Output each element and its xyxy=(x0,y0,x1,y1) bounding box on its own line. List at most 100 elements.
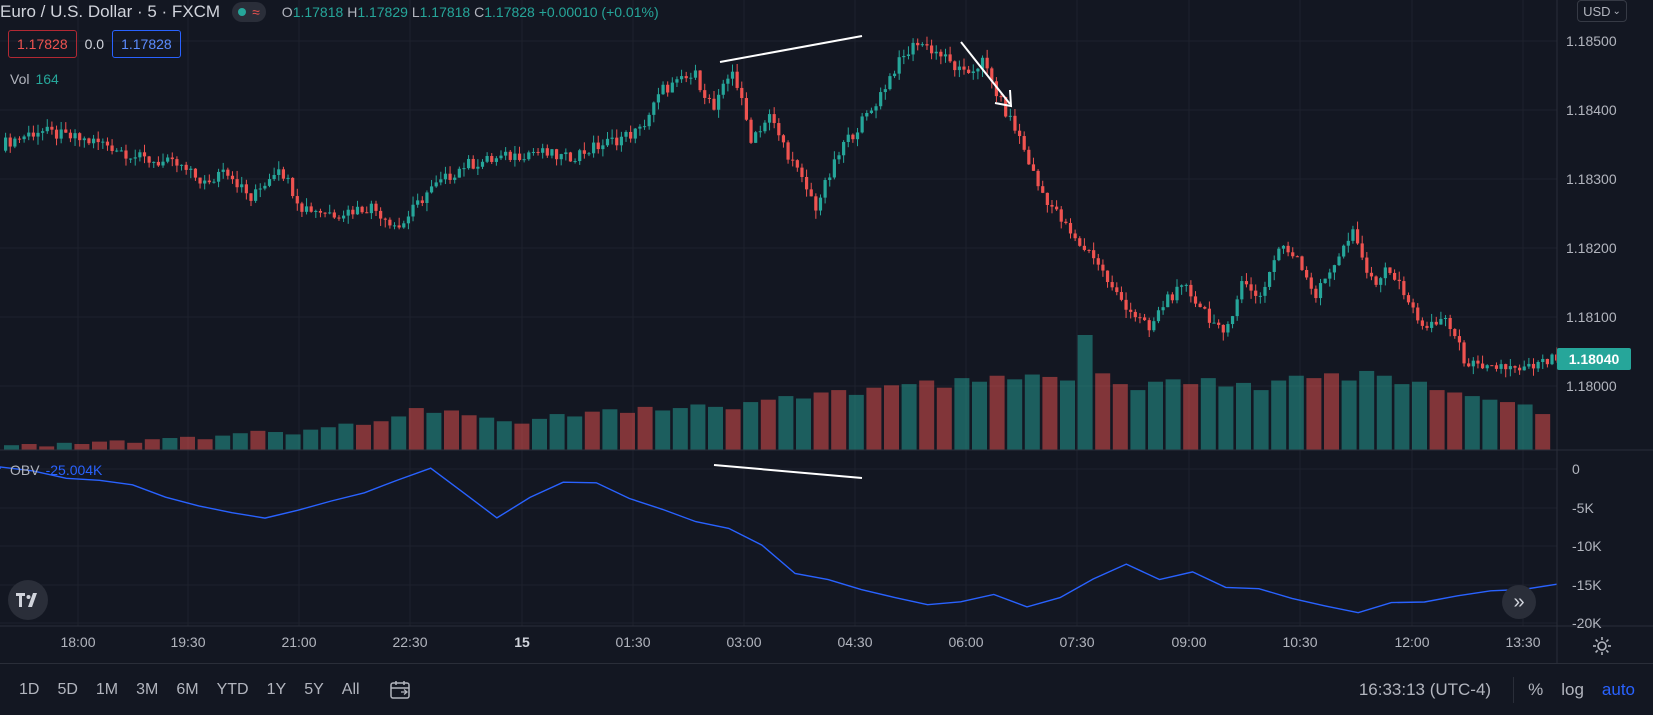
chevron-double-right-icon[interactable]: » xyxy=(1502,585,1536,619)
candle-body xyxy=(1198,303,1202,308)
candle-body xyxy=(235,179,239,188)
candle-body xyxy=(1457,336,1462,343)
downtrend-arrow[interactable] xyxy=(960,41,1011,105)
candle-body xyxy=(1328,272,1332,279)
log-scale-toggle[interactable]: log xyxy=(1561,680,1584,699)
range-button-3m[interactable]: 3M xyxy=(136,680,159,698)
candlestick xyxy=(254,184,258,203)
range-button-1y[interactable]: 1Y xyxy=(266,680,287,698)
candle-body xyxy=(1286,245,1290,253)
volume-bar xyxy=(250,430,266,450)
candlestick xyxy=(124,144,128,166)
candle-body xyxy=(221,169,225,172)
candle-body xyxy=(1369,272,1374,277)
range-button-6m[interactable]: 6M xyxy=(176,680,199,698)
volume-bar xyxy=(1447,392,1463,450)
candle-body xyxy=(554,149,559,160)
candlestick xyxy=(152,161,156,168)
candle-body xyxy=(985,57,989,69)
candlestick xyxy=(244,179,248,200)
candlestick xyxy=(115,148,119,153)
range-button-1d[interactable]: 1D xyxy=(19,680,40,698)
candle-body xyxy=(744,98,748,120)
candle-body xyxy=(842,142,846,156)
candlestick xyxy=(1184,283,1188,292)
candlestick xyxy=(1180,284,1184,295)
price-divergence-trendline[interactable] xyxy=(719,35,863,63)
candlestick xyxy=(1027,146,1031,165)
candle-body xyxy=(1267,271,1272,287)
candle-body xyxy=(1323,278,1327,284)
candlestick xyxy=(1291,247,1295,259)
candlestick xyxy=(601,139,605,157)
candlestick xyxy=(1272,255,1276,281)
low-label: L xyxy=(411,4,420,20)
candle-body xyxy=(846,134,850,143)
candle-body xyxy=(1036,170,1040,187)
candlestick xyxy=(1198,301,1202,308)
candle-body xyxy=(1258,295,1262,297)
candle-body xyxy=(1536,362,1540,369)
currency-dropdown[interactable]: USD ⌄ xyxy=(1577,0,1627,22)
candlestick xyxy=(119,146,123,152)
candlestick xyxy=(374,200,378,216)
volume-bar xyxy=(144,439,160,450)
candle-body xyxy=(508,151,512,160)
candle-body xyxy=(1314,288,1318,299)
candle-body xyxy=(240,184,244,188)
candlestick xyxy=(1249,277,1253,299)
candlestick xyxy=(1277,246,1281,262)
candlestick xyxy=(1490,365,1494,367)
gear-icon[interactable] xyxy=(1588,632,1616,660)
symbol-title[interactable]: Euro / U.S. Dollar · 5 · FXCM xyxy=(0,2,221,21)
candle-body xyxy=(8,137,12,147)
candlestick xyxy=(814,193,818,219)
candle-body xyxy=(874,106,878,111)
candle-body xyxy=(953,61,957,71)
candlestick xyxy=(27,125,31,141)
volume-bar xyxy=(690,404,706,450)
volume-bar xyxy=(1482,399,1498,450)
candlestick xyxy=(457,166,461,178)
candlestick xyxy=(318,208,323,218)
candle-body xyxy=(920,44,924,46)
candle-body xyxy=(781,135,786,143)
market-status-pill[interactable]: ≈ xyxy=(232,2,266,22)
candlestick xyxy=(4,132,8,153)
volume-bar xyxy=(197,439,213,450)
range-button-5d[interactable]: 5D xyxy=(57,680,78,698)
buy-button[interactable]: 1.17828 xyxy=(112,30,181,58)
range-button-1m[interactable]: 1M xyxy=(95,680,119,698)
candlestick xyxy=(902,49,906,65)
volume-bar xyxy=(21,444,37,450)
obv-legend[interactable]: OBV -25.004K xyxy=(10,462,102,478)
clock-readout[interactable]: 16:33:13 (UTC-4) xyxy=(1358,680,1492,699)
candle-body xyxy=(916,42,920,46)
candlestick xyxy=(212,178,216,184)
range-button-ytd[interactable]: YTD xyxy=(216,680,249,698)
candlestick xyxy=(267,173,272,188)
candle-body xyxy=(193,168,198,178)
price-tick-label: 1.18300 xyxy=(1566,171,1617,187)
range-button-5y[interactable]: 5Y xyxy=(304,680,324,698)
tradingview-logo-icon[interactable] xyxy=(8,580,48,620)
auto-scale-toggle[interactable]: auto xyxy=(1601,680,1635,699)
candle-body xyxy=(411,204,415,217)
candle-body xyxy=(823,180,827,198)
range-button-all[interactable]: All xyxy=(341,680,360,698)
volume-bar xyxy=(989,375,1005,450)
candlestick xyxy=(1087,249,1091,254)
candlestick xyxy=(1133,309,1137,322)
calendar-icon[interactable] xyxy=(387,679,413,701)
chart-canvas[interactable]: 1.18500 1.18400 1.18300 1.18200 1.18100 1.180… xyxy=(0,0,1653,663)
obv-divergence-trendline[interactable] xyxy=(713,464,863,479)
volume-legend[interactable]: Vol 164 xyxy=(10,71,59,87)
candlestick xyxy=(1337,253,1341,267)
candle-body xyxy=(1031,164,1036,171)
percent-scale-toggle[interactable]: % xyxy=(1528,680,1544,699)
candlestick xyxy=(1189,280,1193,303)
candlestick xyxy=(448,166,452,184)
sell-button[interactable]: 1.17828 xyxy=(8,30,77,58)
time-tick-label: 06:00 xyxy=(948,634,983,650)
candlestick xyxy=(453,174,457,184)
